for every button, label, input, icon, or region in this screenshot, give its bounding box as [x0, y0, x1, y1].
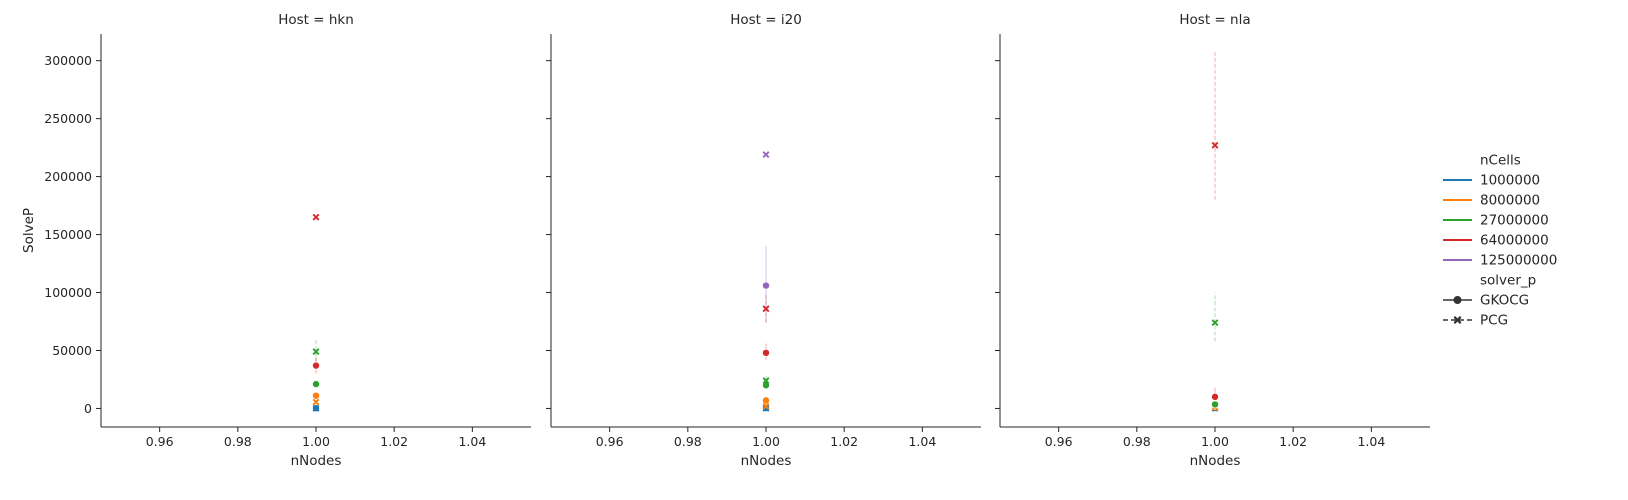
facet-panel-1: Host = hkn 0 50000 100000 150000 200000 250000…: [21, 12, 531, 469]
legend: nCells 1000000 8000000 27000000 64000000 1250…: [1443, 153, 1557, 329]
data-point-gkocg: [762, 348, 771, 357]
data-point-gkocg: [1211, 392, 1220, 401]
x-axis-label: nNodes: [1190, 453, 1241, 469]
x-tick-label: 1.04: [908, 434, 936, 449]
data-point-pcg: [762, 404, 770, 412]
x-tick-label: 1.00: [1201, 434, 1229, 449]
y-tick-label: 100000: [44, 285, 92, 300]
data-point-pcg: [1211, 141, 1219, 149]
x-axis-label: nNodes: [291, 453, 342, 469]
data-point-pcg: [1211, 319, 1219, 327]
facet-title: Host = hkn: [278, 12, 354, 28]
data-point-pcg: [312, 404, 320, 412]
y-tick-label: 250000: [44, 111, 92, 126]
legend-label-27000000: 27000000: [1480, 213, 1549, 229]
x-tick-label: 1.02: [1279, 434, 1307, 449]
y-tick-label: 300000: [44, 53, 92, 68]
x-tick-label: 0.98: [224, 434, 252, 449]
x-tick-label: 0.96: [1045, 434, 1073, 449]
legend-label-64000000: 64000000: [1480, 233, 1549, 249]
facet-title: Host = i20: [730, 12, 802, 28]
legend-label-1000000: 1000000: [1480, 173, 1540, 189]
y-axis-label: SolveP: [21, 208, 37, 253]
data-point-gkocg: [311, 361, 320, 370]
x-tick-label: 1.00: [302, 434, 330, 449]
data-point-gkocg: [311, 391, 320, 400]
x-tick-label: 1.04: [458, 434, 486, 449]
data-point-pcg: [312, 348, 320, 356]
y-tick-label: 150000: [44, 227, 92, 242]
facet-panel-3: Host = nla 0.96 0.98 1.00 1.02 1.04 nNodes: [995, 12, 1430, 469]
facet-title: Host = nla: [1179, 12, 1250, 28]
legend-title-ncells: nCells: [1480, 153, 1521, 169]
data-point-pcg: [762, 402, 770, 410]
x-tick-label: 1.00: [752, 434, 780, 449]
legend-label-PCG: PCG: [1480, 313, 1508, 329]
legend-label-125000000: 125000000: [1480, 253, 1557, 269]
data-point-pcg: [312, 213, 320, 221]
legend-marker-PCG: [1453, 316, 1462, 324]
x-tick-label: 1.04: [1357, 434, 1385, 449]
x-tick-label: 1.02: [380, 434, 408, 449]
data-point-pcg: [762, 377, 770, 385]
data-point-gkocg: [762, 281, 771, 290]
data-point-pcg: [762, 305, 770, 313]
x-tick-label: 0.98: [674, 434, 702, 449]
y-tick-label: 50000: [52, 343, 92, 358]
legend-marker-GKOCG: [1453, 296, 1462, 304]
legend-label-8000000: 8000000: [1480, 193, 1540, 209]
data-point-pcg: [312, 398, 320, 406]
x-tick-label: 1.02: [830, 434, 858, 449]
legend-title-solver: solver_p: [1480, 273, 1536, 289]
legend-label-GKOCG: GKOCG: [1480, 293, 1529, 309]
facet-panels: Host = hkn 0 50000 100000 150000 200000 250000…: [21, 12, 1430, 469]
data-point-gkocg: [311, 380, 320, 389]
data-point-pcg: [762, 151, 770, 159]
data-point-gkocg: [1211, 400, 1220, 409]
x-axis-label: nNodes: [741, 453, 792, 469]
y-tick-label: 200000: [44, 169, 92, 184]
x-tick-label: 0.96: [596, 434, 624, 449]
x-tick-label: 0.96: [146, 434, 174, 449]
y-tick-label: 0: [84, 401, 92, 416]
facet-panel-2: Host = i20 0.96 0.98 1.00 1.02 1.04 nNodes: [546, 12, 981, 469]
x-tick-label: 0.98: [1123, 434, 1151, 449]
data-point-gkocg: [762, 396, 771, 405]
